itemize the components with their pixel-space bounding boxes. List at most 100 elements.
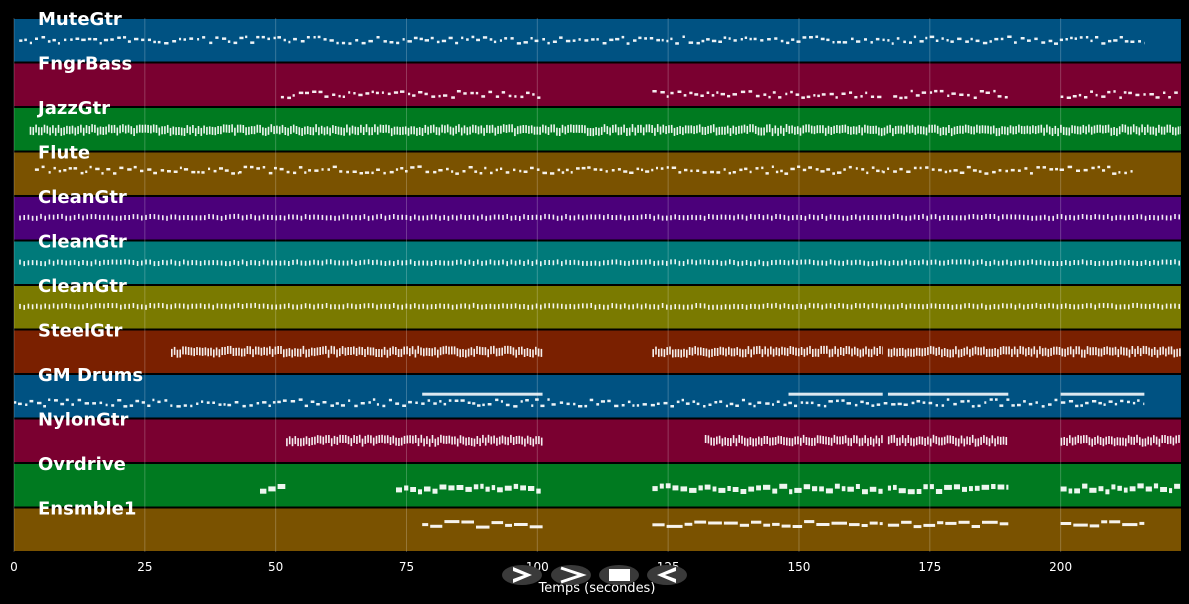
note xyxy=(298,398,303,401)
note xyxy=(333,346,335,355)
note xyxy=(1175,435,1177,444)
note xyxy=(542,124,544,133)
note xyxy=(661,260,664,266)
note xyxy=(29,126,32,135)
forward-button[interactable] xyxy=(551,565,591,585)
note xyxy=(141,38,145,42)
note xyxy=(784,347,786,356)
note xyxy=(153,40,156,44)
note xyxy=(567,124,569,133)
note xyxy=(539,126,541,135)
note xyxy=(728,346,730,355)
note xyxy=(605,170,608,173)
note xyxy=(945,521,957,525)
note xyxy=(40,127,43,136)
note xyxy=(327,168,330,171)
back-button[interactable] xyxy=(647,565,687,585)
note xyxy=(164,399,168,402)
note xyxy=(288,348,291,357)
note xyxy=(691,259,693,265)
note xyxy=(395,168,399,171)
note xyxy=(305,349,307,358)
note xyxy=(1060,437,1063,446)
note xyxy=(82,127,85,136)
note xyxy=(592,128,595,137)
note xyxy=(1040,124,1043,133)
note xyxy=(291,349,293,358)
note xyxy=(1035,260,1038,266)
play-button[interactable] xyxy=(502,565,542,585)
note xyxy=(582,215,584,221)
note xyxy=(899,348,901,356)
note xyxy=(134,37,139,41)
stop-button[interactable] xyxy=(599,565,639,585)
note xyxy=(1085,401,1089,405)
note xyxy=(1145,486,1152,492)
note xyxy=(111,303,114,309)
note xyxy=(901,215,903,221)
note xyxy=(910,348,912,357)
track-lane xyxy=(14,241,1181,284)
note xyxy=(384,303,387,309)
note xyxy=(488,125,491,134)
note xyxy=(1031,303,1033,309)
note xyxy=(862,348,864,357)
note xyxy=(582,260,584,266)
note xyxy=(141,401,145,404)
note xyxy=(376,126,379,135)
note xyxy=(609,127,611,136)
x-tick-label: 175 xyxy=(918,560,941,574)
note xyxy=(119,125,121,134)
note xyxy=(1059,168,1064,171)
note xyxy=(443,94,448,97)
note xyxy=(361,41,366,45)
note xyxy=(1060,95,1064,98)
note xyxy=(227,403,232,407)
note xyxy=(295,126,298,134)
note xyxy=(730,348,733,357)
note xyxy=(744,167,748,171)
note xyxy=(893,484,897,490)
note xyxy=(781,524,791,528)
note xyxy=(846,304,849,310)
note xyxy=(1061,348,1064,357)
note xyxy=(859,215,861,221)
note xyxy=(737,261,739,267)
note xyxy=(464,260,466,266)
note xyxy=(166,215,168,221)
note xyxy=(626,128,628,136)
note xyxy=(565,168,569,172)
note xyxy=(275,215,277,221)
note xyxy=(386,349,389,358)
note xyxy=(449,126,452,135)
note xyxy=(409,304,412,310)
note xyxy=(78,261,80,267)
note xyxy=(1172,126,1174,135)
note xyxy=(540,437,543,446)
note xyxy=(792,259,794,265)
note xyxy=(881,435,883,444)
note xyxy=(506,303,508,309)
note xyxy=(762,215,765,221)
note xyxy=(375,435,378,444)
note xyxy=(110,125,113,134)
note xyxy=(300,215,303,221)
note xyxy=(1165,303,1168,309)
note xyxy=(826,345,828,354)
note xyxy=(934,259,937,265)
note xyxy=(527,259,529,265)
note xyxy=(714,401,718,404)
note xyxy=(197,126,200,134)
note xyxy=(1002,214,1004,220)
note xyxy=(395,347,397,355)
note xyxy=(883,127,886,136)
note xyxy=(1164,435,1166,443)
note xyxy=(848,346,850,355)
note xyxy=(923,523,936,527)
note xyxy=(358,93,363,97)
note xyxy=(985,304,987,310)
note xyxy=(748,90,753,93)
note xyxy=(683,348,685,357)
note xyxy=(827,125,830,134)
note xyxy=(529,349,531,357)
